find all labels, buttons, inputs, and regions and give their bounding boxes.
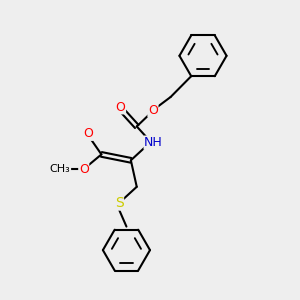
Text: O: O [116, 101, 125, 114]
Text: S: S [115, 196, 124, 210]
Text: O: O [79, 163, 89, 176]
Text: O: O [148, 104, 158, 117]
Text: CH₃: CH₃ [50, 164, 70, 174]
Text: O: O [83, 127, 93, 140]
Text: NH: NH [144, 136, 163, 149]
